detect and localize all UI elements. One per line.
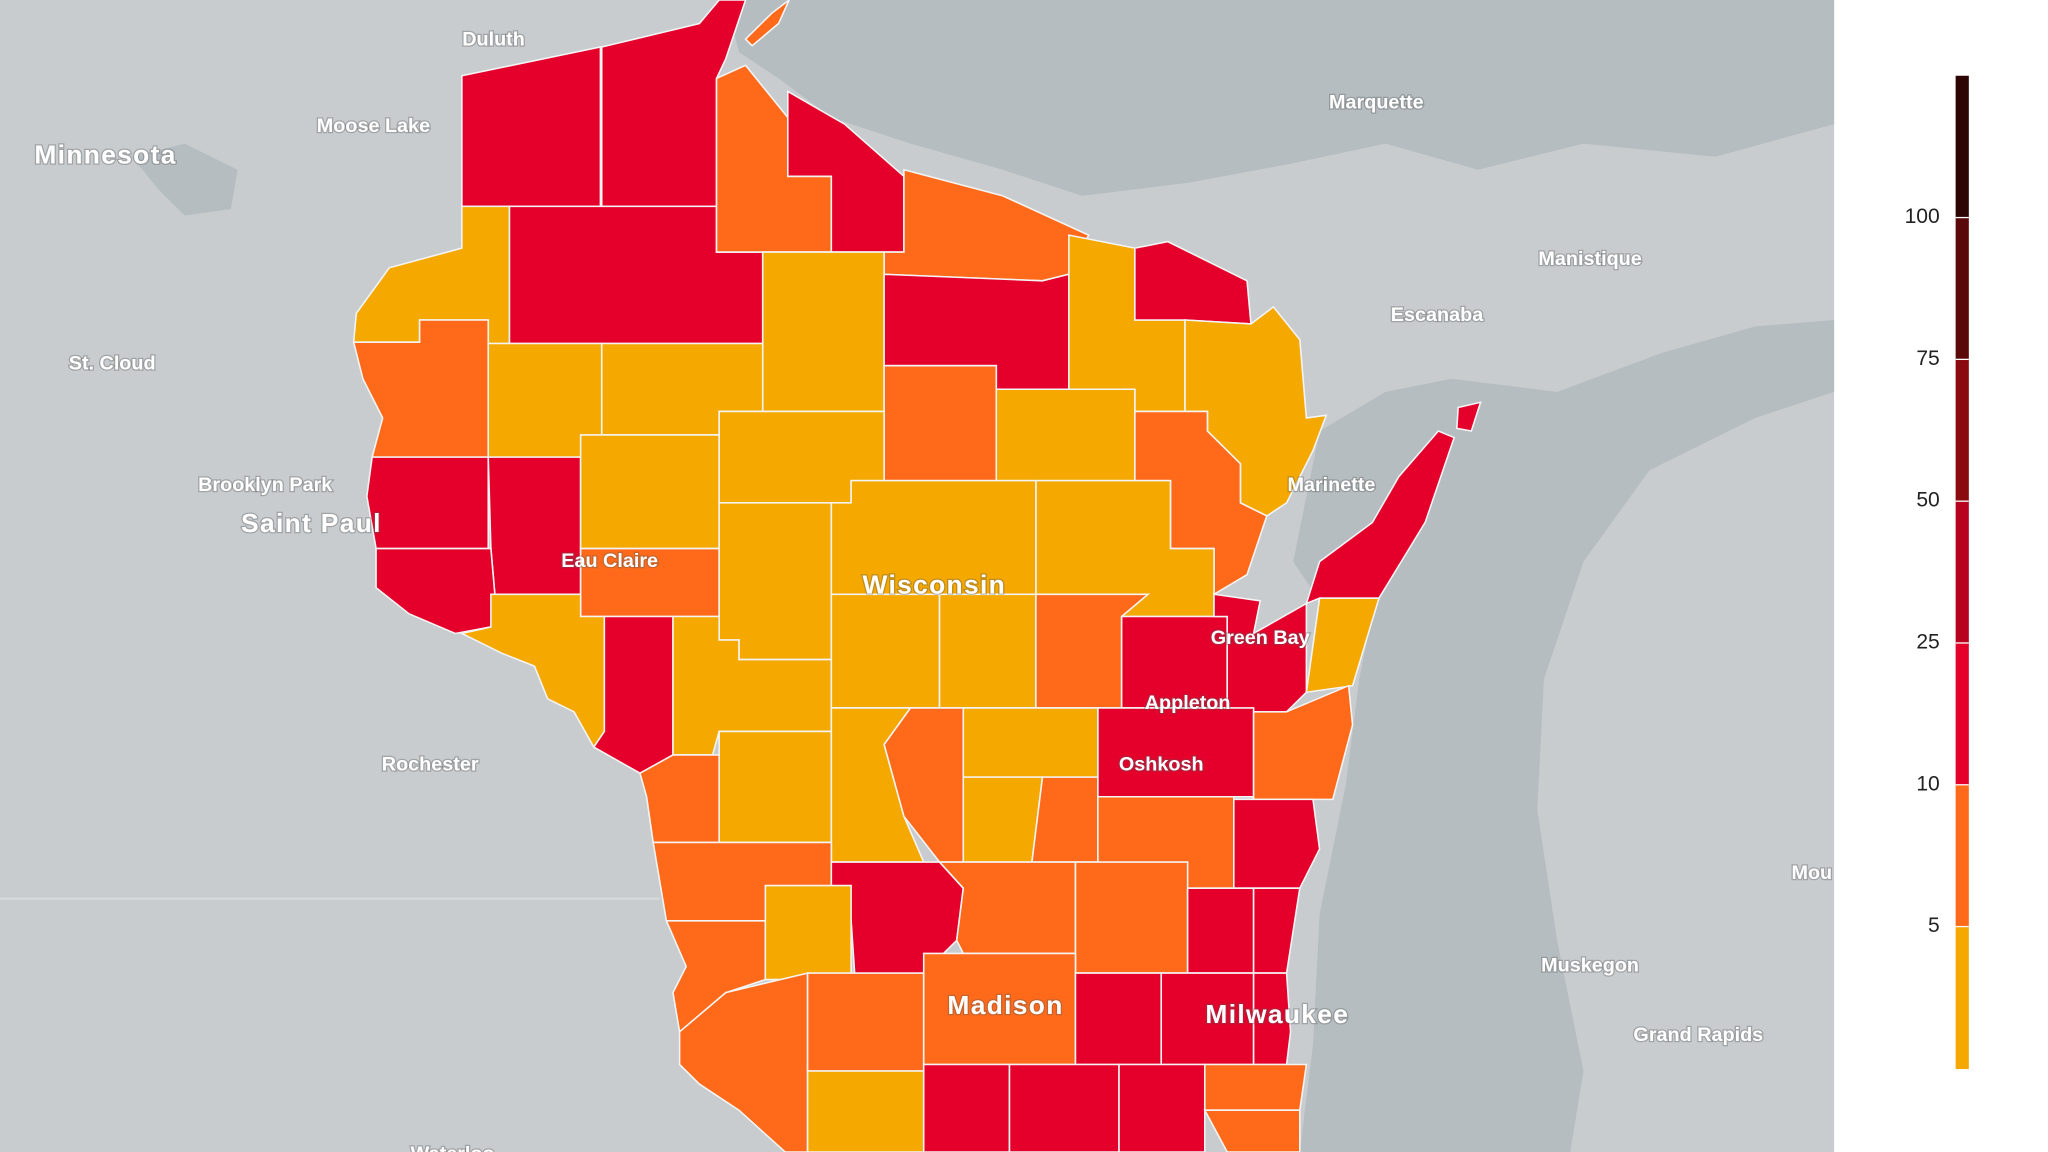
county bbox=[366, 456, 490, 550]
county bbox=[764, 884, 852, 981]
county bbox=[1203, 1109, 1301, 1152]
legend-swatch bbox=[1955, 75, 1969, 219]
city-label: Green Bay bbox=[1211, 627, 1310, 649]
city-label: Madison bbox=[947, 990, 1063, 1020]
county bbox=[962, 776, 1044, 863]
city-label: Appleton bbox=[1145, 692, 1231, 714]
city-label: Waterloo bbox=[411, 1143, 495, 1152]
city-label: St. Cloud bbox=[69, 353, 156, 375]
legend-swatch bbox=[1955, 926, 1969, 1070]
county bbox=[1118, 1063, 1206, 1152]
county bbox=[995, 388, 1136, 482]
county bbox=[718, 730, 833, 844]
county bbox=[1074, 861, 1189, 974]
legend-swatch bbox=[1955, 501, 1969, 644]
county bbox=[461, 46, 602, 208]
county bbox=[459, 593, 606, 749]
legend-tick-label: 75 bbox=[1916, 347, 1939, 370]
county bbox=[1233, 798, 1321, 889]
city-label: Mou bbox=[1791, 862, 1832, 884]
county bbox=[806, 972, 925, 1072]
county bbox=[962, 707, 1099, 778]
county bbox=[1455, 401, 1482, 432]
city-label: Rochester bbox=[382, 754, 479, 776]
city-label: Escanaba bbox=[1391, 304, 1484, 326]
county bbox=[1252, 684, 1354, 801]
city-label: Moose Lake bbox=[317, 115, 430, 137]
county bbox=[1031, 776, 1099, 863]
lake-superior bbox=[725, 0, 1835, 196]
county bbox=[718, 502, 833, 661]
legend-tick-label: 100 bbox=[1905, 205, 1940, 228]
legend-swatch bbox=[1955, 642, 1969, 786]
city-label: Brooklyn Park bbox=[198, 474, 332, 496]
legend-panel bbox=[1834, 0, 2048, 1152]
county bbox=[883, 364, 998, 482]
legend-tick-label: 50 bbox=[1916, 489, 1939, 512]
legend-swatch bbox=[1955, 784, 1969, 928]
county bbox=[1074, 972, 1163, 1066]
labels: Duluth Moose Lake Minnesota St. Cloud Br… bbox=[33, 27, 1833, 1152]
county bbox=[1305, 597, 1381, 694]
city-label: Marquette bbox=[1329, 91, 1424, 113]
city-label: Milwaukee bbox=[1205, 999, 1349, 1029]
county bbox=[830, 593, 941, 709]
city-label: Duluth bbox=[462, 29, 525, 51]
county bbox=[806, 1070, 925, 1152]
state-label: Wisconsin bbox=[862, 569, 1006, 599]
county bbox=[579, 434, 720, 550]
city-label: Grand Rapids bbox=[1633, 1024, 1763, 1046]
county bbox=[1252, 972, 1292, 1066]
county bbox=[1186, 887, 1255, 974]
county bbox=[678, 972, 809, 1152]
city-label: Saint Paul bbox=[241, 508, 382, 538]
county bbox=[1213, 593, 1308, 713]
city-label: Muskegon bbox=[1541, 955, 1639, 977]
city-label: Oshkosh bbox=[1119, 754, 1204, 776]
legend-swatch bbox=[1955, 217, 1969, 361]
county bbox=[938, 593, 1037, 709]
county bbox=[487, 456, 582, 596]
lake-michigan bbox=[1293, 320, 1835, 1152]
county bbox=[1203, 1063, 1308, 1111]
county bbox=[1097, 707, 1255, 798]
legend-tick-label: 25 bbox=[1916, 631, 1939, 654]
county bbox=[1008, 1063, 1120, 1152]
city-label: Marinette bbox=[1287, 474, 1375, 496]
legend: 5 10 25 50 75 100 bbox=[1905, 75, 1969, 1070]
legend-swatch bbox=[1955, 359, 1969, 502]
county bbox=[761, 251, 885, 413]
legend-tick-label: 10 bbox=[1916, 772, 1939, 795]
legend-tick-label: 5 bbox=[1928, 914, 1940, 937]
city-label: Eau Claire bbox=[561, 550, 658, 572]
lake bbox=[131, 143, 238, 216]
state-label: Minnesota bbox=[34, 140, 176, 170]
counties bbox=[352, 0, 1482, 1152]
county bbox=[592, 615, 674, 775]
county bbox=[922, 1063, 1011, 1152]
county bbox=[639, 754, 720, 844]
city-label: Manistique bbox=[1538, 248, 1641, 270]
county bbox=[744, 0, 790, 47]
